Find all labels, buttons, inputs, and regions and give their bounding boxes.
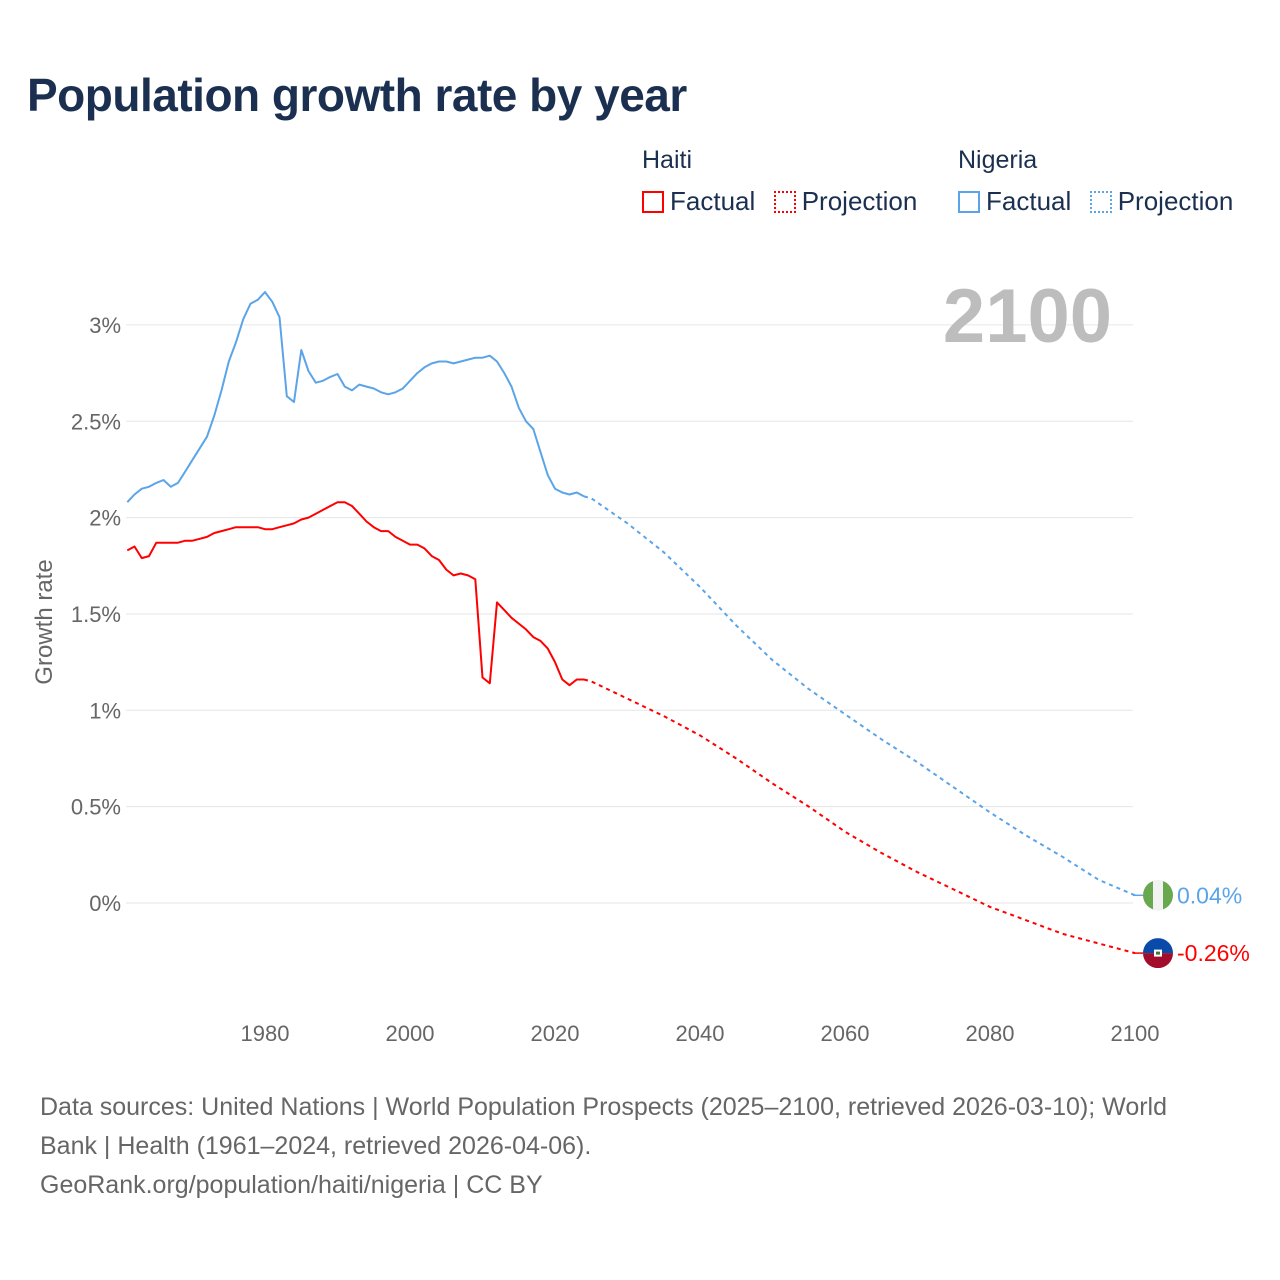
- y-tick-label: 3%: [89, 313, 121, 338]
- y-tick-label: 2%: [89, 506, 121, 531]
- legend-label: Factual: [670, 186, 756, 216]
- x-tick-label: 2060: [821, 1021, 870, 1046]
- legend-label: Projection: [801, 186, 918, 216]
- nigeria-flag-icon: [1143, 880, 1173, 911]
- data-sources: Data sources: United Nations | World Pop…: [40, 1093, 1168, 1121]
- nigeria-projection-line: [583, 495, 1136, 897]
- legend-group-haiti: Haiti Factual Projection: [642, 146, 931, 218]
- series-lines: [126, 291, 1136, 955]
- legend-group-nigeria: Nigeria Factual Projection: [958, 146, 1247, 218]
- x-tick-label: 2020: [531, 1021, 580, 1046]
- y-tick-label: 2.5%: [71, 409, 121, 434]
- legend-nigeria-projection[interactable]: Projection: [1089, 186, 1234, 217]
- legend-swatch-solid: [642, 190, 664, 213]
- gridlines: [126, 324, 1133, 904]
- nigeria-end-label: 0.04%: [1177, 882, 1242, 908]
- footer: Data sources: United Nations | World Pop…: [40, 1088, 1240, 1205]
- legend-label: Projection: [1117, 186, 1234, 216]
- legend-nigeria-factual[interactable]: Factual: [958, 186, 1071, 217]
- legend-group-name: Haiti: [642, 146, 693, 174]
- legend-haiti-projection[interactable]: Projection: [773, 186, 918, 217]
- x-tick-label: 2100: [1111, 1021, 1160, 1046]
- end-markers: -0.26% 0.04%: [1133, 880, 1250, 969]
- x-tick-label: 1980: [241, 1021, 290, 1046]
- y-axis-label: Growth rate: [31, 559, 58, 684]
- legend-label: Factual: [986, 186, 1072, 216]
- legend-swatch-dotted: [773, 190, 796, 213]
- chart-title: Population growth rate by year: [27, 69, 687, 121]
- legend-haiti-factual[interactable]: Factual: [642, 186, 755, 217]
- legend-swatch-dotted: [1089, 190, 1112, 213]
- x-ticks: 1980 2000 2020 2040 2060 2080 2100: [241, 1021, 1160, 1046]
- y-tick-label: 1.5%: [71, 602, 121, 627]
- haiti-end-label: -0.26%: [1177, 940, 1250, 966]
- data-sources-cont: Bank | Health (1961–2024, retrieved 2026…: [40, 1132, 592, 1160]
- line-chart: 2100 Growth rate 0% 0.5% 1% 1.5% 2% 2.5% 3% 19…: [31, 274, 1250, 1046]
- x-tick-label: 2000: [386, 1021, 435, 1046]
- year-watermark: 2100: [943, 274, 1112, 359]
- x-tick-label: 2040: [676, 1021, 725, 1046]
- haiti-flag-icon: [1143, 938, 1173, 969]
- legend-group-name: Nigeria: [958, 146, 1038, 174]
- haiti-projection-line: [583, 678, 1136, 955]
- y-tick-label: 1%: [89, 698, 121, 723]
- haiti-factual-line: [126, 501, 584, 687]
- y-tick-label: 0.5%: [71, 795, 121, 820]
- nigeria-factual-line: [126, 291, 585, 503]
- legend-swatch-solid: [958, 190, 980, 213]
- attribution-link[interactable]: GeoRank.org/population/haiti/nigeria | C…: [40, 1171, 543, 1199]
- y-ticks: 0% 0.5% 1% 1.5% 2% 2.5% 3%: [71, 313, 121, 916]
- y-tick-label: 0%: [89, 891, 121, 916]
- x-tick-label: 2080: [966, 1021, 1015, 1046]
